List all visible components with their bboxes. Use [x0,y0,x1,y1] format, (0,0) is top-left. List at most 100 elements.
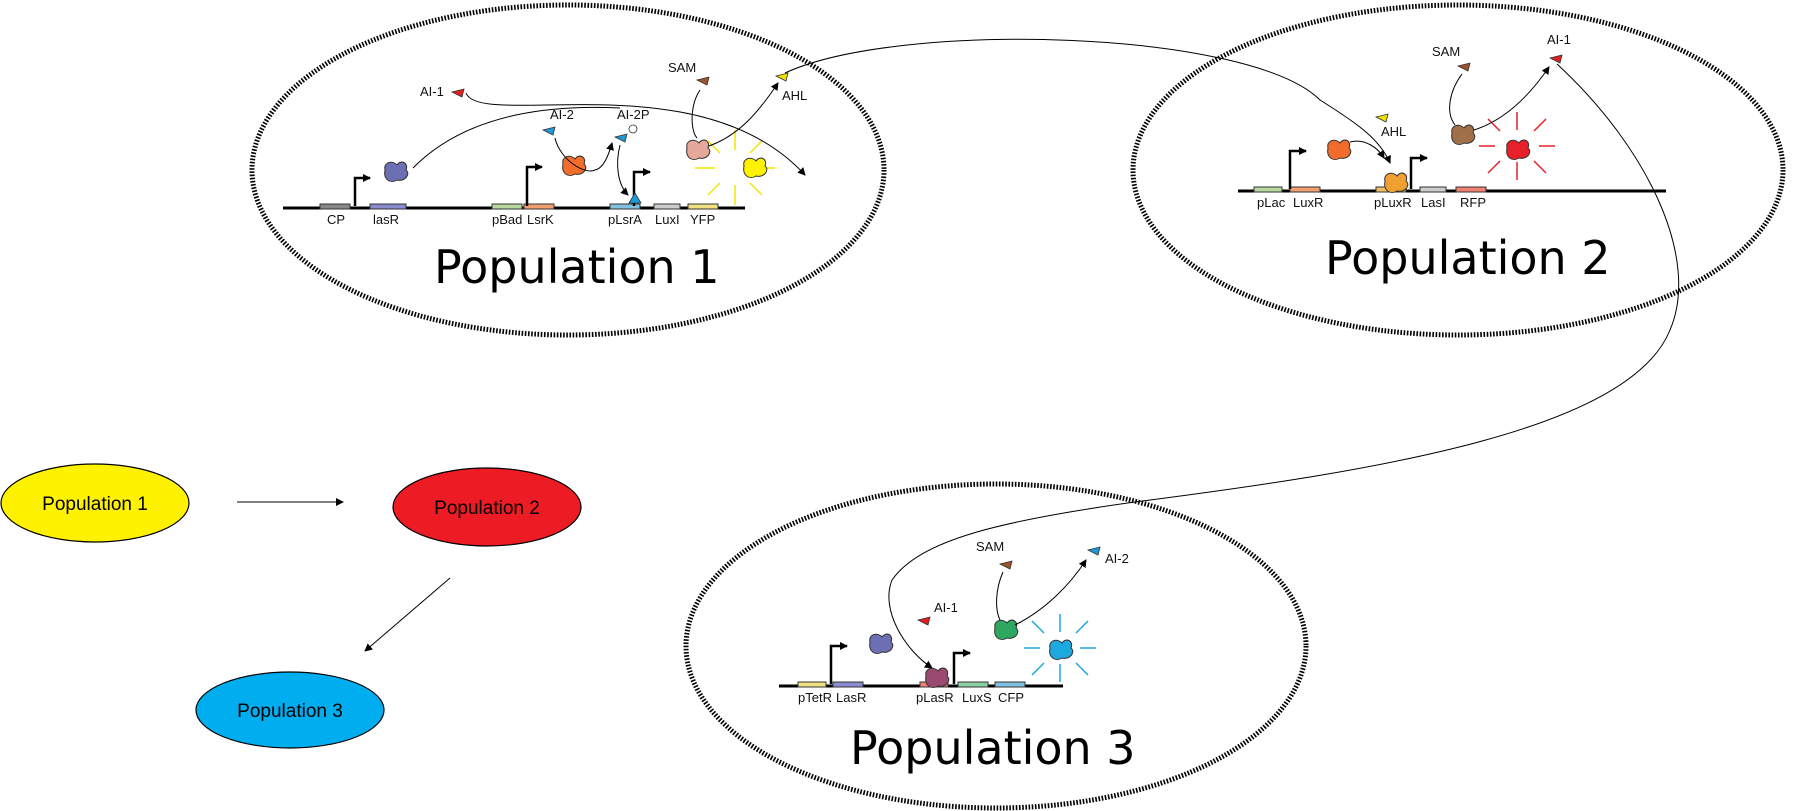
gene-label: pLsrA [608,212,642,227]
cfp-glow-icon [1024,614,1096,682]
promoter-arrow [525,163,543,206]
gene-label: pLuxR [1374,195,1412,210]
gene-cp [319,203,351,210]
molecule-label: AHL [782,88,807,103]
summary-flow: Population 1 Population 2 Population 3 [0,463,582,749]
molecule-label: AHL [1381,124,1406,139]
lasi-enzyme-icon [1451,124,1476,146]
ai2-signal-icon [541,126,556,136]
population-2-membrane [1130,2,1786,338]
yfp-glow-icon [695,130,775,205]
promoter-arrow [1409,154,1428,189]
molecule-label: AI-1 [934,600,958,615]
interaction-arrow [1349,140,1385,159]
population-1-cell: CP lasR pBad LsrK pLsrA LuxI YFP [249,2,887,338]
molecule-label: SAM [976,539,1004,554]
gene-label: LasR [836,690,866,705]
promoter-arrow [1288,147,1307,189]
population-3-title: Population 3 [850,721,1136,775]
lsrk-protein-icon [562,155,587,177]
interaction-arrow [691,89,701,139]
gene-rfp [1455,186,1487,193]
ai2p-signal-icon [613,133,628,143]
summary-node-label: Population 3 [237,701,343,722]
gene-label: RFP [1460,195,1486,210]
molecule-label: SAM [1432,44,1460,59]
population-2-cell: pLac LuxR pLuxR LasI RFP SAM AI-1 AHL Po… [1130,2,1786,338]
gene-lsrk [523,203,555,210]
population-3-membrane [683,481,1309,811]
summary-node-label: Population 1 [42,494,148,515]
promoter-arrow [353,174,371,206]
luxr-bound-protein-icon [1384,172,1409,194]
gene-label: LasI [1421,195,1446,210]
ai1-transfer-arrow [888,63,1680,669]
summary-node-population-1 [0,463,190,543]
population-1-title: Population 1 [434,240,720,294]
interaction-arrow [708,82,779,147]
gene-luxr [1289,186,1321,193]
interaction-arrow [412,106,621,169]
sam-signal-icon [1456,62,1471,72]
gene-label: pBad [492,212,522,227]
gene-luxs [957,681,989,688]
promoter-arrow [952,649,971,684]
gene-pbad [491,203,523,210]
gene-label: LuxR [1293,195,1323,210]
lsra-bound-signal-icon [628,192,642,204]
flow-arrow [364,577,451,652]
gene-label: pLasR [916,690,954,705]
ai1-signal-icon [1548,54,1563,64]
gene-plac [1253,186,1283,193]
ai2-signal-icon [1086,546,1101,556]
sam-signal-icon [998,560,1013,570]
summary-node-label: Population 2 [434,498,540,519]
gene-label: LuxI [655,212,680,227]
molecule-label: AI-2 [1105,551,1129,566]
ahl-signal-icon [1374,113,1389,123]
molecule-label: AI-2P [617,107,650,122]
gene-label: LsrK [527,212,554,227]
population-3-cell: pTetR LasR pLasR LuxS CFP SAM AI-2 AI-1 … [683,481,1309,811]
gene-label: YFP [690,212,715,227]
gene-label: pLac [1257,195,1286,210]
phosphate-icon [628,124,638,134]
molecule-label: AI-1 [1547,32,1571,47]
gene-lasr [832,681,864,688]
molecule-label: SAM [668,60,696,75]
gene-label: CP [327,212,345,227]
gene-plsra [609,203,641,210]
lasr-bound-protein-icon [925,667,950,689]
ai1-signal-icon [916,616,931,626]
molecule-label: AI-2 [550,107,574,122]
ahl-signal-icon [774,72,789,82]
interaction-arrow [617,144,629,196]
interaction-arrow [1014,559,1087,626]
gene-label: pTetR [798,690,832,705]
gene-label: LuxS [962,690,992,705]
interaction-arrow [554,137,614,172]
ai1-signal-icon [450,88,465,98]
gene-ptetr [797,681,827,688]
interaction-arrow [465,92,806,176]
molecule-label: AI-1 [420,84,444,99]
interaction-arrow [1473,66,1550,131]
promoter-arrow [829,642,848,684]
interaction-arrow [996,571,1004,621]
gene-lasi [1419,186,1447,193]
interaction-arrow [1449,73,1463,126]
gene-label: CFP [998,690,1024,705]
gene-yfp [687,203,719,210]
gene-luxi [653,203,681,210]
luxs-enzyme-icon [994,619,1019,641]
lasr-protein-icon [384,161,409,183]
gene-label: lasR [373,212,399,227]
lasr-protein-icon [869,633,894,655]
sam-signal-icon [695,76,710,86]
population-2-title: Population 2 [1325,231,1611,285]
population-1-membrane [249,2,887,338]
luxr-protein-icon [1327,139,1352,161]
ahl-transfer-arrow [784,38,1391,164]
summary-node-population-2 [392,467,582,547]
